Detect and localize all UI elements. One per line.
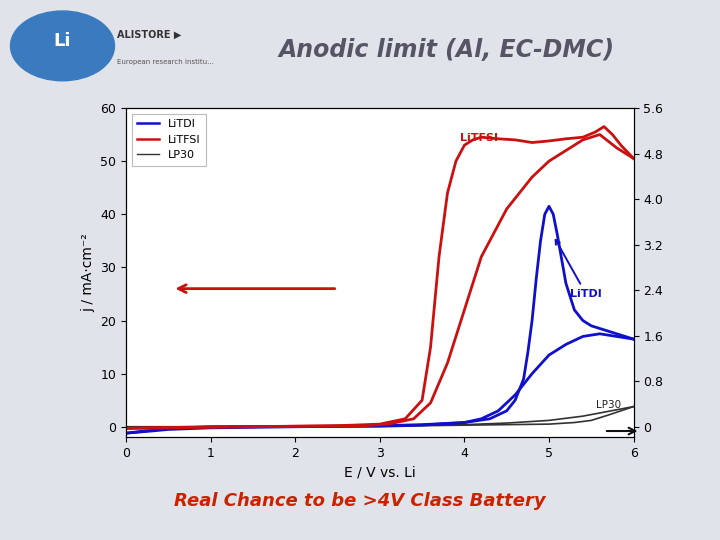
Text: LiTFSI: LiTFSI [460, 132, 498, 143]
Text: European research institu...: European research institu... [117, 59, 214, 65]
X-axis label: E / V vs. Li: E / V vs. Li [344, 465, 415, 480]
Text: Real Chance to be >4V Class Battery: Real Chance to be >4V Class Battery [174, 492, 546, 510]
Circle shape [11, 11, 114, 81]
Text: Li: Li [54, 32, 71, 50]
Text: LiTDI: LiTDI [556, 240, 602, 299]
Text: Anodic limit (Al, EC-DMC): Anodic limit (Al, EC-DMC) [279, 38, 614, 63]
Legend: LiTDI, LiTFSI, LP30: LiTDI, LiTFSI, LP30 [132, 113, 207, 166]
Text: ALISTORE ▶: ALISTORE ▶ [117, 30, 181, 40]
Text: LP30: LP30 [595, 400, 621, 410]
Y-axis label: j / mA·cm⁻²: j / mA·cm⁻² [81, 233, 95, 312]
